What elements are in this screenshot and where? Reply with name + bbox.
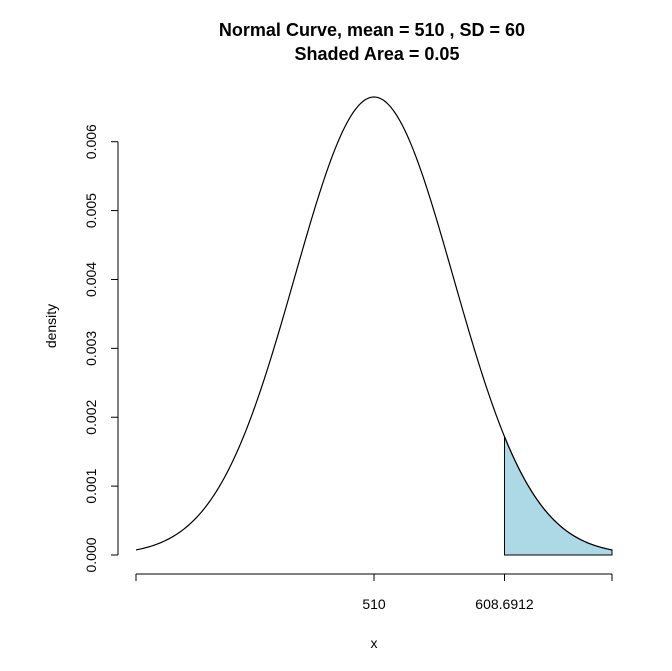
y-tick-label: 0.003 (83, 331, 99, 366)
shaded-region-layer (503, 436, 613, 556)
shaded-tail-region (503, 436, 613, 556)
y-tick-label: 0.005 (83, 193, 99, 228)
y-tick-label: 0.002 (83, 400, 99, 435)
x-tick-label: 510 (362, 596, 386, 612)
y-axis-ticks: 0.000 0.001 0.002 0.003 0.004 0.005 0.006 (83, 124, 118, 573)
x-axis-label: x (371, 635, 378, 651)
x-tick-label: 608.6912 (475, 596, 534, 612)
x-axis-ticks: 510 608.6912 (135, 574, 613, 612)
y-tick-label: 0.001 (83, 468, 99, 503)
y-tick-label: 0.004 (83, 262, 99, 297)
y-tick-label: 0.000 (83, 537, 99, 572)
chart-subtitle: Shaded Area = 0.05 (295, 44, 460, 64)
curve-layer (135, 96, 613, 551)
y-axis-label: density (43, 304, 59, 348)
chart-title: Normal Curve, mean = 510 , SD = 60 (219, 20, 525, 40)
y-tick-label: 0.006 (83, 124, 99, 159)
normal-density-curve (135, 96, 613, 551)
